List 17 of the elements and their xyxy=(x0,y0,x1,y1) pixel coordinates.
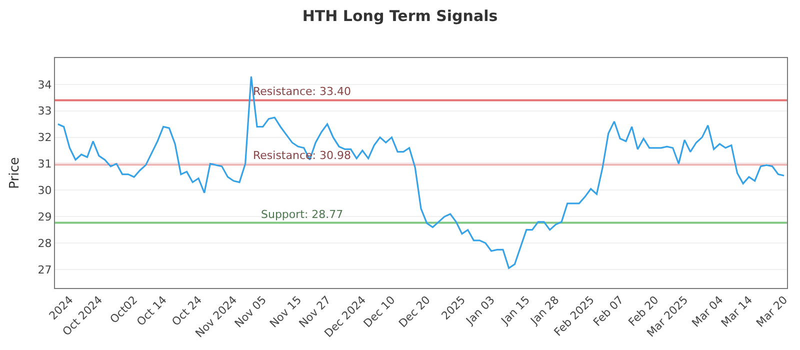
ref-line-label: Resistance: 33.40 xyxy=(253,85,351,98)
x-tick-label: Jan 03 xyxy=(463,294,498,328)
line-series xyxy=(57,76,785,269)
y-tick-label: 34 xyxy=(38,78,52,92)
y-axis-title: Price xyxy=(8,157,23,189)
y-tick-label: 29 xyxy=(38,210,52,224)
x-tick-label: Jan 15 xyxy=(498,294,532,328)
y-tick-label: 28 xyxy=(38,236,52,250)
y-tick-label: 31 xyxy=(38,158,52,171)
x-tick-label: Mar 20 xyxy=(754,294,790,330)
y-tick-label: 27 xyxy=(38,263,52,276)
y-tick-label: 32 xyxy=(38,131,52,144)
x-tick-label: Dec 20 xyxy=(396,294,433,330)
chart-title: HTH Long Term Signals xyxy=(302,7,498,25)
y-tick-label: 30 xyxy=(38,184,52,198)
y-tick-label: 33 xyxy=(38,104,52,118)
ref-line-label: Support: 28.77 xyxy=(261,208,344,221)
